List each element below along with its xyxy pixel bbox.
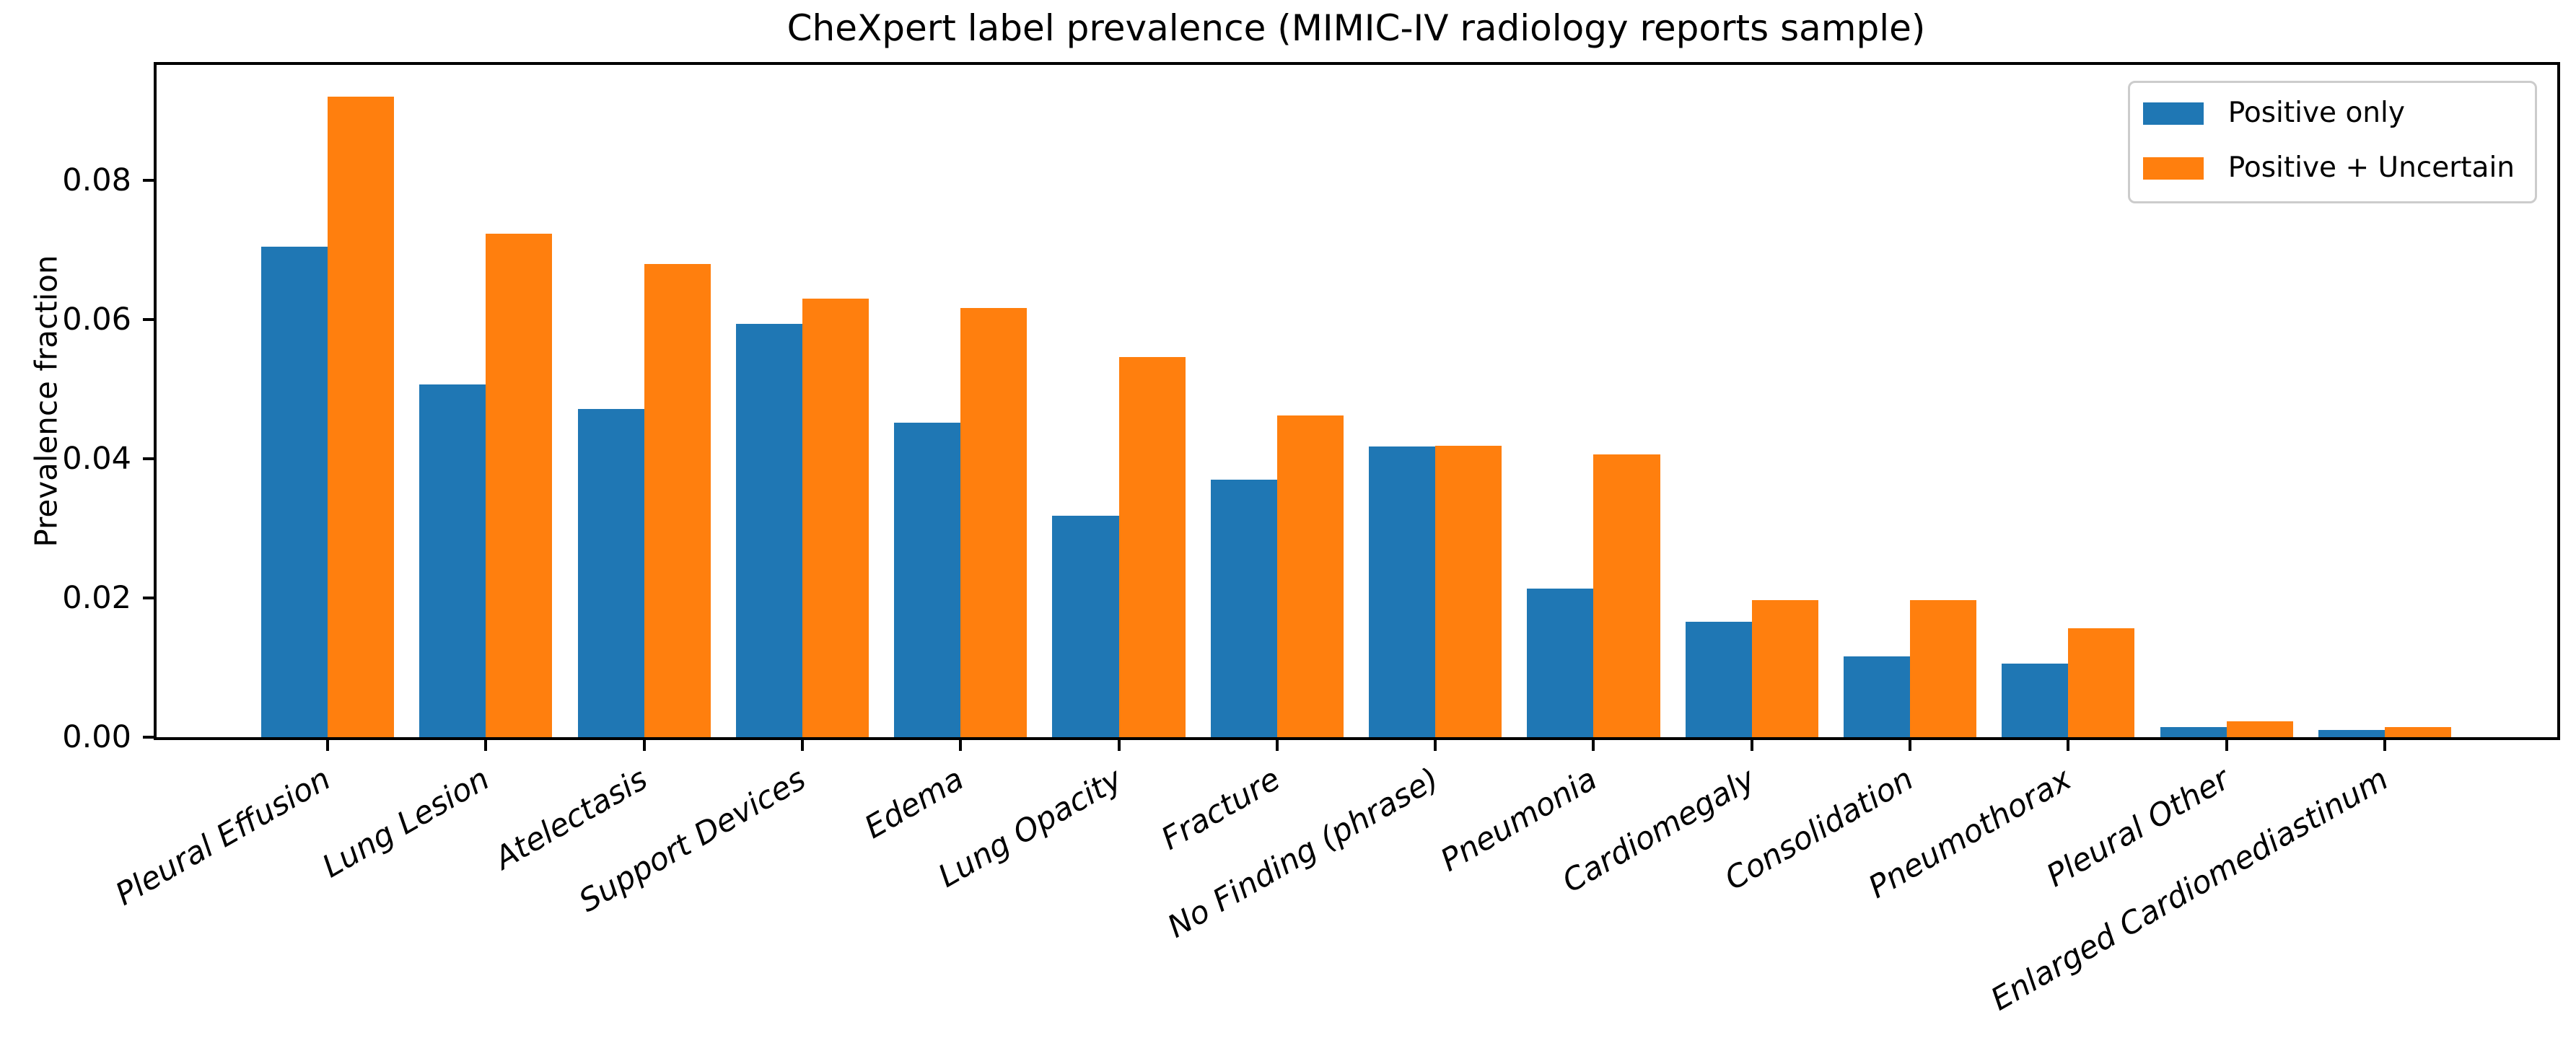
x-tick-label: No Finding (phrase): [1161, 761, 1445, 946]
y-tick: [143, 179, 154, 182]
bar: [328, 97, 395, 737]
bar: [960, 307, 1028, 737]
x-tick: [1117, 740, 1121, 751]
y-tick-label: 0.04: [62, 441, 131, 478]
bar: [2068, 628, 2135, 737]
x-tick: [2383, 740, 2386, 751]
x-tick-label: Edema: [859, 761, 971, 846]
x-tick: [959, 740, 963, 751]
bar: [1843, 656, 1911, 737]
bar: [1910, 599, 1977, 737]
bar: [2160, 726, 2227, 737]
x-tick: [1909, 740, 1912, 751]
bar: [1593, 454, 1660, 737]
chart-title: CheXpert label prevalence (MIMIC-IV radi…: [787, 7, 1926, 49]
bar: [1118, 357, 1186, 737]
x-tick: [642, 740, 646, 751]
legend-label-positive-only: Positive only: [2227, 97, 2405, 129]
y-tick-label: 0.08: [62, 162, 131, 199]
x-tick: [1592, 740, 1595, 751]
x-tick: [800, 740, 804, 751]
legend-swatch-positive-only-icon: [2142, 102, 2204, 125]
x-tick-label: Fracture: [1155, 761, 1287, 858]
x-tick: [1275, 740, 1279, 751]
bar: [260, 246, 328, 737]
bar: [1052, 516, 1119, 737]
bar: [735, 323, 802, 737]
y-tick-label: 0.02: [62, 580, 131, 617]
x-tick-label: Pleural Effusion: [110, 761, 338, 913]
legend-swatch-positive-uncertain-icon: [2142, 157, 2204, 180]
bar: [577, 408, 644, 737]
bar: [2384, 727, 2452, 737]
bar: [419, 384, 486, 737]
bar: [1435, 445, 1502, 737]
y-tick: [143, 457, 154, 461]
x-tick: [1434, 740, 1437, 751]
legend: Positive only Positive + Uncertain: [2127, 81, 2537, 203]
bar: [486, 234, 553, 737]
y-tick: [143, 597, 154, 600]
legend-label-positive-uncertain: Positive + Uncertain: [2227, 151, 2515, 184]
bar: [1751, 599, 1818, 737]
x-tick-label: Lung Lesion: [316, 761, 496, 886]
y-axis-label: Prevalence fraction: [28, 255, 64, 547]
x-tick: [484, 740, 488, 751]
y-tick: [143, 736, 154, 739]
bar: [1685, 621, 1752, 737]
x-tick: [326, 740, 330, 751]
bar: [2318, 730, 2385, 737]
y-tick-label: 0.00: [62, 719, 131, 755]
legend-item-positive-only: Positive only: [2142, 97, 2515, 129]
bar: [644, 263, 711, 737]
bar: [1276, 415, 1344, 737]
x-tick: [1750, 740, 1753, 751]
bar: [1210, 480, 1277, 737]
bar: [2002, 663, 2069, 737]
bar: [1527, 588, 1594, 737]
bar: [802, 299, 869, 737]
legend-item-positive-uncertain: Positive + Uncertain: [2142, 151, 2515, 184]
x-tick: [2225, 740, 2228, 751]
y-tick-label: 0.06: [62, 302, 131, 338]
y-tick: [143, 318, 154, 322]
bar: [2226, 721, 2293, 737]
x-tick: [2067, 740, 2070, 751]
bar: [894, 422, 961, 737]
bar: [1369, 446, 1436, 737]
